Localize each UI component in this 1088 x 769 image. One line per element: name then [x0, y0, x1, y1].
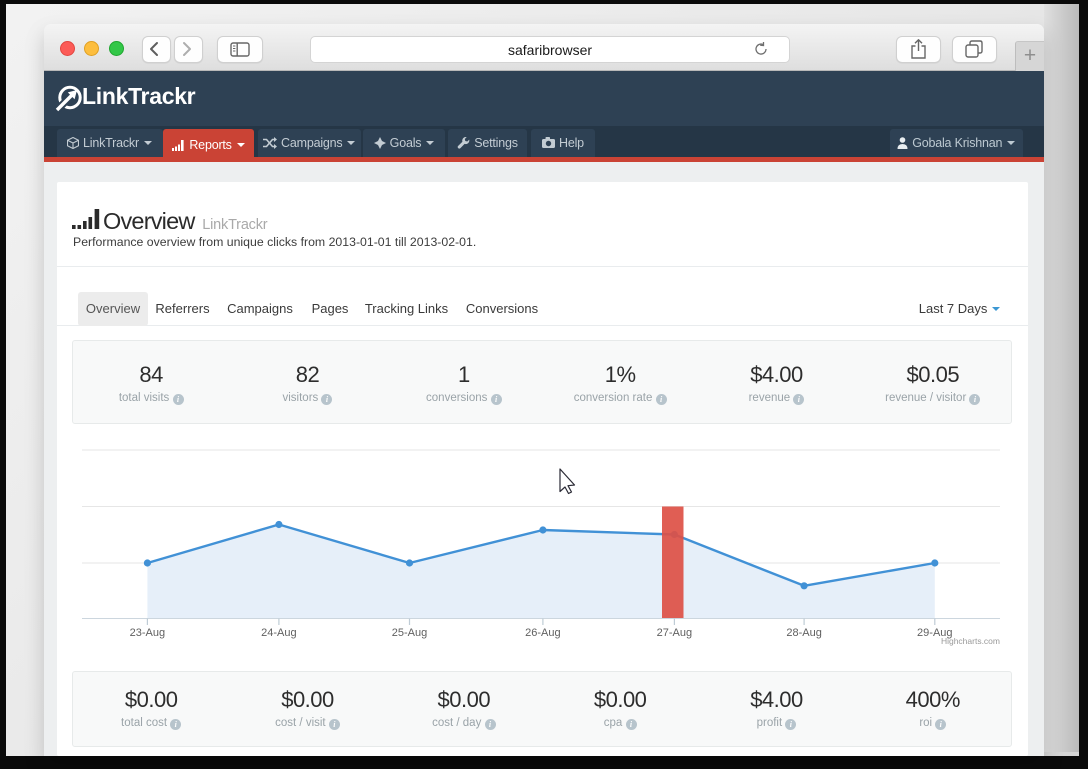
svg-text:28-Aug: 28-Aug — [786, 627, 821, 639]
svg-text:Highcharts.com: Highcharts.com — [941, 636, 1000, 646]
svg-text:29-Aug: 29-Aug — [917, 627, 952, 639]
svg-text:23-Aug: 23-Aug — [130, 627, 165, 639]
svg-text:25-Aug: 25-Aug — [392, 627, 427, 639]
svg-text:27-Aug: 27-Aug — [657, 627, 692, 639]
svg-text:24-Aug: 24-Aug — [261, 627, 296, 639]
svg-text:26-Aug: 26-Aug — [525, 627, 560, 639]
